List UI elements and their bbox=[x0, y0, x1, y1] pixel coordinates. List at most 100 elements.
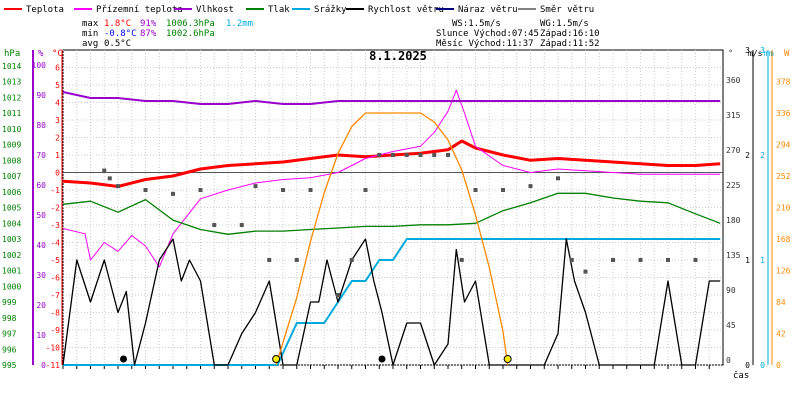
humidity-tick: 40 bbox=[36, 241, 46, 250]
solar-tick: 0 bbox=[776, 361, 781, 370]
temperature-tick: 4 bbox=[55, 99, 60, 108]
right-axes: 0 45 90 135 180 225 270 315 360 0 1 2 3 0 1 2 3 0 42 84 126 1… bbox=[726, 46, 791, 370]
wind-dir-point bbox=[253, 184, 258, 189]
humidity-tick: 80 bbox=[36, 121, 46, 130]
humidity-tick: 90 bbox=[36, 91, 46, 100]
temperature-tick: -11 bbox=[46, 361, 61, 370]
info-wg: WG:1.5m/s bbox=[540, 19, 589, 29]
rain-start-marker bbox=[120, 355, 127, 363]
wind-dir-point bbox=[308, 188, 313, 192]
wind-tick: 1 bbox=[745, 256, 750, 265]
pressure-tick: 1001 bbox=[2, 267, 21, 276]
pressure-tick: 1011 bbox=[2, 109, 21, 118]
info-sun-rise: Slunce Východ:07:45 bbox=[436, 29, 539, 39]
legend-label: Teplota bbox=[26, 5, 64, 15]
chart-title: 8.1.2025 bbox=[369, 49, 427, 63]
pressure-tick: 998 bbox=[2, 314, 17, 323]
temperature-tick: 0 bbox=[55, 169, 60, 178]
pressure-tick: 1008 bbox=[2, 156, 21, 165]
info-sun-set: Západ:16:10 bbox=[540, 29, 600, 39]
temperature-tick: 5 bbox=[55, 81, 60, 90]
wind-dir-point bbox=[239, 223, 244, 227]
wind-dir-point bbox=[418, 153, 423, 157]
temperature-tick: -4 bbox=[50, 239, 60, 248]
stats-label-min: min bbox=[82, 29, 98, 39]
wind-dir-point bbox=[666, 258, 670, 262]
stats-label-avg: avg bbox=[82, 39, 98, 49]
stats-min-hum: 87% bbox=[140, 29, 157, 39]
humidity-tick: 60 bbox=[36, 181, 46, 190]
wind-dir-tick: 225 bbox=[726, 181, 741, 190]
axis-unit-hpa: hPa bbox=[4, 49, 20, 59]
series-srazky bbox=[63, 238, 721, 366]
wind-dir-point bbox=[583, 269, 588, 274]
legend-label: Tlak bbox=[268, 5, 290, 15]
wind-dir-point bbox=[638, 258, 643, 262]
axis-unit-ms: m/s bbox=[748, 49, 763, 58]
axis-unit-deg: ° bbox=[728, 49, 733, 59]
wind-dir-point bbox=[102, 168, 107, 173]
pressure-tick: 995 bbox=[2, 361, 17, 370]
wind-dir-point bbox=[116, 184, 120, 189]
humidity-tick: 50 bbox=[36, 211, 46, 220]
rain-tick: 2 bbox=[760, 151, 765, 160]
wind-dir-point bbox=[143, 188, 148, 192]
solar-tick: 126 bbox=[776, 267, 791, 276]
pressure-tick: 1010 bbox=[2, 125, 21, 134]
temperature-tick: -7 bbox=[50, 291, 60, 300]
wind-dir-point bbox=[473, 188, 478, 192]
rain-tick: 3 bbox=[760, 46, 765, 55]
temperature-tick: 1 bbox=[55, 151, 60, 160]
humidity-tick: 70 bbox=[36, 151, 46, 160]
annotations-layer bbox=[120, 355, 512, 363]
wind-dir-point bbox=[501, 188, 505, 192]
pressure-tick: 1012 bbox=[2, 93, 21, 102]
pressure-tick: 1007 bbox=[2, 172, 21, 181]
legend-label: Směr větru bbox=[540, 5, 594, 15]
info-ws: WS:1.5m/s bbox=[452, 19, 501, 29]
temperature-tick: 6 bbox=[55, 64, 60, 73]
left-axes: 9959969979989991000100110021003100410051… bbox=[2, 50, 63, 370]
axis-unit-mm: mm bbox=[764, 49, 774, 58]
wind-dir-tick: 180 bbox=[726, 216, 741, 225]
info-moon-rise: Měsíc Východ:11:37 bbox=[436, 39, 534, 49]
pressure-tick: 1013 bbox=[2, 78, 21, 87]
rain-tick: 0 bbox=[760, 361, 765, 370]
temperature-tick: -3 bbox=[50, 221, 60, 230]
solar-tick: 84 bbox=[776, 298, 786, 307]
solar-tick: 252 bbox=[776, 172, 791, 181]
wind-dir-tick: 90 bbox=[726, 286, 736, 295]
solar-tick: 378 bbox=[776, 78, 791, 87]
info-moon-set: Západ:11:52 bbox=[540, 39, 600, 49]
wind-dir-point bbox=[528, 184, 533, 189]
legend-label: Vlhkost bbox=[196, 5, 234, 15]
stats-max-press: 1006.3hPa bbox=[166, 19, 215, 29]
stats-max-hum: 91% bbox=[140, 19, 157, 29]
humidity-tick: 30 bbox=[36, 271, 46, 280]
legend-label: Srážky bbox=[314, 5, 347, 15]
temperature-tick: -10 bbox=[46, 344, 61, 353]
stats-max-rain: 1.2mm bbox=[226, 19, 253, 29]
axis-unit-w: W bbox=[784, 49, 790, 59]
sunrise-marker bbox=[272, 355, 281, 363]
wind-dir-point bbox=[281, 188, 285, 192]
wind-dir-point bbox=[349, 258, 354, 262]
wind-dir-point bbox=[198, 188, 203, 192]
series-slunecni-zareni bbox=[275, 112, 509, 366]
temperature-tick: -6 bbox=[50, 274, 60, 283]
legend: Teplota Přízemní teplota Vlhkost Tlak Srážky… bbox=[4, 5, 594, 15]
wind-dir-point bbox=[432, 153, 437, 157]
pressure-tick: 1004 bbox=[2, 219, 21, 228]
wind-tick: 3 bbox=[745, 46, 750, 55]
wind-dir-point bbox=[693, 258, 698, 262]
pressure-tick: 997 bbox=[2, 330, 17, 339]
stats-avg-temp: 0.5°C bbox=[104, 39, 131, 49]
pressure-tick: 996 bbox=[2, 345, 17, 354]
series-prizemni-teplota bbox=[62, 89, 721, 268]
wind-dir-point bbox=[556, 176, 560, 181]
pressure-tick: 1009 bbox=[2, 141, 21, 150]
solar-tick: 42 bbox=[776, 330, 786, 339]
stats-label-max: max bbox=[82, 19, 99, 29]
pressure-tick: 1006 bbox=[2, 188, 21, 197]
